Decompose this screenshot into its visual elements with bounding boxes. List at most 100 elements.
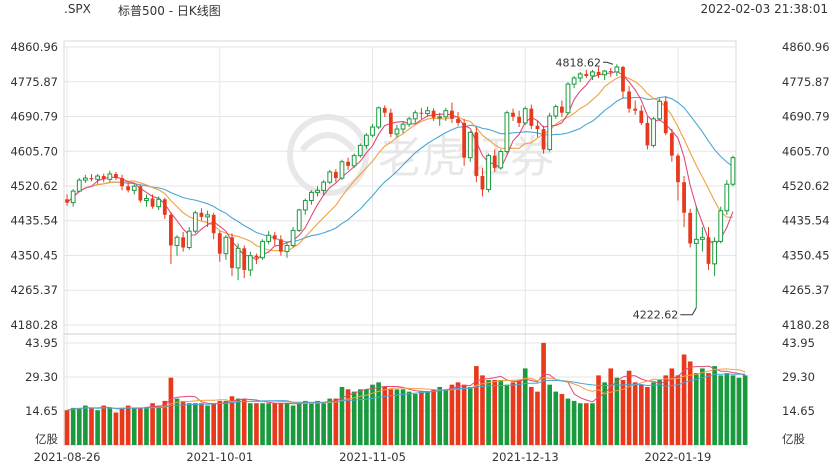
candle-body bbox=[138, 186, 143, 201]
volume-bar bbox=[76, 407, 82, 445]
volume-bar bbox=[217, 400, 223, 445]
volume-bar bbox=[504, 384, 510, 445]
volume-bar bbox=[321, 403, 326, 445]
y-tick-label-right: 4690.79 bbox=[782, 110, 830, 124]
volume-bar bbox=[254, 403, 259, 445]
candle-body bbox=[474, 132, 479, 177]
volume-bar bbox=[516, 380, 522, 445]
candle-body bbox=[541, 129, 546, 150]
volume-bar bbox=[89, 407, 94, 445]
volume-bar bbox=[131, 407, 137, 445]
candle-body bbox=[682, 182, 686, 213]
volume-bar bbox=[235, 398, 241, 445]
volume-bar bbox=[400, 389, 406, 445]
candle-body bbox=[230, 237, 234, 268]
candle-body bbox=[633, 108, 638, 111]
volume-bar bbox=[315, 400, 320, 445]
volume-bar bbox=[522, 368, 528, 445]
volume-bar bbox=[107, 407, 113, 445]
volume-bar bbox=[614, 377, 620, 445]
candle-body bbox=[584, 73, 589, 76]
candle-body bbox=[120, 178, 124, 187]
candle-body bbox=[150, 198, 155, 207]
candle-body bbox=[712, 240, 718, 265]
volume-bar bbox=[150, 403, 155, 445]
volume-bar bbox=[687, 361, 693, 445]
candle-body bbox=[425, 110, 430, 115]
volume-bar bbox=[186, 403, 192, 445]
y-tick-label-left: 4520.62 bbox=[10, 179, 58, 193]
volume-bar bbox=[351, 391, 357, 445]
volume-bar bbox=[180, 400, 186, 445]
candle-body bbox=[376, 107, 382, 128]
candle-body bbox=[107, 173, 113, 180]
volume-bar bbox=[327, 398, 333, 445]
candle-body bbox=[498, 151, 504, 169]
volume-bar bbox=[706, 373, 711, 445]
volume-bar bbox=[345, 389, 351, 445]
volume-bar bbox=[700, 368, 705, 445]
y-tick-label-right: 4350.45 bbox=[782, 249, 830, 263]
volume-bar bbox=[645, 386, 650, 445]
y-tick-label-left: 4860.96 bbox=[10, 40, 58, 54]
volume-bar bbox=[376, 382, 381, 445]
y-tick-label-right: 4605.70 bbox=[782, 144, 830, 158]
volume-bar bbox=[370, 384, 375, 445]
volume-bar bbox=[626, 370, 632, 445]
volume-bar bbox=[663, 375, 669, 445]
annotations: 4818.62 4222.62 bbox=[555, 56, 697, 322]
y-tick-label-left: 4690.79 bbox=[10, 110, 58, 124]
volume-bar bbox=[675, 375, 681, 445]
candle-body bbox=[192, 212, 198, 232]
candle-body bbox=[162, 199, 167, 215]
x-tick-label: 2022-01-19 bbox=[645, 450, 712, 464]
high-value-label: 4818.62 bbox=[555, 56, 601, 69]
x-tick-label: 2021-11-05 bbox=[339, 450, 406, 464]
volume-bar bbox=[193, 403, 198, 445]
candle-body bbox=[126, 186, 131, 191]
tiger-logo-stripe bbox=[299, 132, 357, 153]
volume-bar bbox=[119, 407, 125, 445]
candle-body bbox=[651, 118, 656, 146]
volume-tick-label-left: 29.30 bbox=[25, 370, 58, 384]
volume-bar bbox=[584, 403, 589, 445]
volume-bar bbox=[95, 410, 100, 445]
volume-bar bbox=[480, 375, 485, 445]
candle-body bbox=[364, 134, 369, 146]
candle-body bbox=[156, 198, 162, 208]
high-leader-line bbox=[602, 61, 614, 65]
candle-body bbox=[388, 112, 393, 134]
candle-body bbox=[205, 214, 210, 218]
volume-bar bbox=[632, 382, 638, 445]
candle-body bbox=[559, 106, 564, 113]
y-tick-label-left: 4605.70 bbox=[10, 144, 58, 158]
candle-body bbox=[199, 212, 204, 217]
candle-body bbox=[590, 71, 595, 77]
candle-body bbox=[693, 238, 699, 244]
volume-unit-label-right: 亿股 bbox=[782, 432, 805, 446]
y-tick-label-right: 4435.54 bbox=[782, 214, 830, 228]
volume-bar bbox=[431, 389, 436, 445]
volume-bar bbox=[205, 405, 210, 445]
candle-body bbox=[400, 123, 406, 130]
volume-bar bbox=[535, 391, 540, 445]
candle-body bbox=[688, 212, 693, 244]
volume-bar bbox=[559, 393, 565, 445]
volume-ma10-line bbox=[67, 368, 746, 411]
volume-tick-label-right: 43.95 bbox=[782, 336, 815, 350]
candle-body bbox=[547, 115, 553, 150]
y-tick-label-left: 4435.54 bbox=[10, 214, 58, 228]
candle-body bbox=[511, 112, 515, 117]
candle-body bbox=[406, 118, 412, 125]
candle-body bbox=[602, 70, 608, 76]
volume-bar bbox=[302, 400, 308, 445]
candle-body bbox=[621, 66, 625, 92]
volume-bar bbox=[565, 398, 571, 445]
candle-body bbox=[431, 110, 436, 118]
candle-body bbox=[504, 112, 510, 153]
candle-body bbox=[321, 181, 327, 191]
candle-body bbox=[382, 107, 387, 113]
candle-body bbox=[456, 118, 460, 123]
candle-body bbox=[296, 209, 302, 231]
volume-bar bbox=[608, 368, 614, 445]
